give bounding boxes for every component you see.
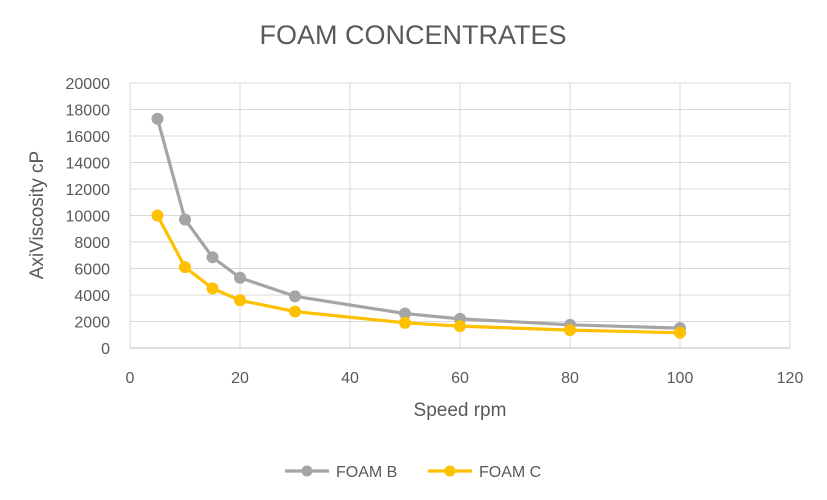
axes (129, 83, 790, 349)
legend-label: FOAM C (479, 464, 541, 481)
x-tick-label: 120 (777, 370, 804, 387)
x-tick-label: 40 (341, 370, 359, 387)
data-point (234, 294, 246, 307)
series-0 (151, 112, 686, 335)
data-point (289, 290, 301, 303)
y-tick-label: 8000 (74, 235, 110, 252)
y-tick-label: 20000 (66, 76, 111, 93)
x-tick-label: 100 (667, 370, 694, 387)
y-tick-label: 12000 (66, 182, 111, 199)
x-tick-label: 0 (126, 370, 135, 387)
y-tick-labels: 0 2000 4000 6000 8000 10000 12000 14000 16000 180… (66, 76, 111, 358)
data-point (151, 112, 164, 125)
data-point (564, 324, 576, 337)
x-axis-label: Speed rpm (414, 400, 507, 421)
y-tick-label: 4000 (74, 288, 110, 305)
data-point (289, 305, 301, 318)
x-tick-label: 20 (231, 370, 249, 387)
y-axis-label: AxiViscosity cP (27, 151, 48, 279)
data-point (151, 209, 164, 222)
legend: FOAM B FOAM C (285, 464, 541, 481)
data-point (234, 271, 246, 284)
legend-swatch-marker (301, 465, 313, 477)
data-point (179, 261, 191, 274)
y-tick-label: 6000 (74, 262, 110, 279)
y-tick-label: 10000 (66, 209, 111, 226)
y-tick-label: 18000 (66, 103, 111, 120)
x-tick-labels: 0 20 40 60 80 100 120 (126, 370, 804, 387)
x-tick-label: 60 (451, 370, 469, 387)
data-point (179, 213, 191, 226)
y-tick-label: 16000 (66, 129, 111, 146)
y-tick-label: 2000 (74, 315, 110, 332)
legend-label: FOAM B (336, 464, 397, 481)
data-point (206, 251, 219, 264)
series-group (151, 112, 686, 339)
y-tick-label: 0 (101, 341, 110, 358)
chart-title: FOAM CONCENTRATES (259, 20, 566, 50)
x-tick-label: 80 (561, 370, 579, 387)
legend-item: FOAM C (428, 464, 541, 481)
data-point (206, 282, 219, 295)
data-point (454, 320, 466, 333)
gridlines (130, 82, 791, 348)
y-tick-label: 14000 (66, 156, 111, 173)
data-point (674, 326, 686, 339)
data-point (399, 316, 411, 329)
legend-item: FOAM B (285, 464, 397, 481)
legend-swatch-marker (444, 465, 456, 477)
series-1 (151, 209, 686, 339)
